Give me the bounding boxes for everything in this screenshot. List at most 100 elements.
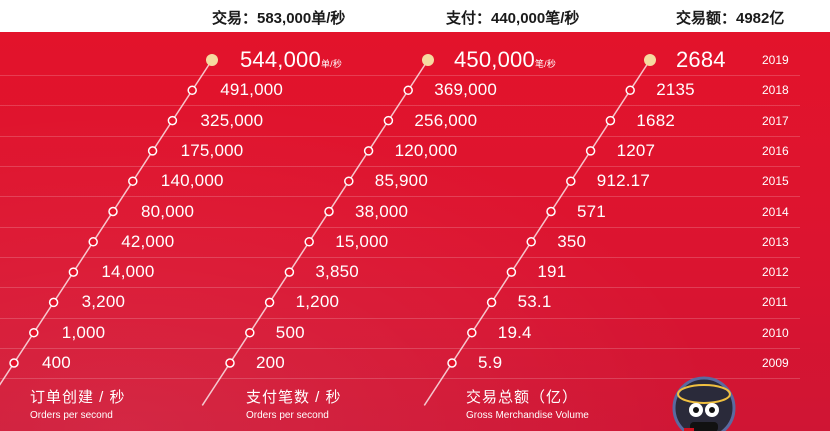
- orders-point: [128, 176, 138, 186]
- gmv-value: 912.17: [597, 171, 650, 191]
- row-divider: [0, 226, 800, 228]
- gmv-value: 2684: [676, 47, 726, 73]
- row-divider: [0, 378, 800, 380]
- payments-value: 256,000: [414, 111, 477, 131]
- payments-value-number: 369,000: [434, 80, 498, 100]
- payments-point: [264, 297, 275, 308]
- orders-value-number: 491,000: [220, 80, 284, 100]
- payments-value-number: 256,000: [414, 110, 478, 130]
- payments-value: 85,900: [375, 171, 428, 191]
- orders-value: 400: [42, 353, 71, 373]
- payments-value-number: 200: [256, 353, 285, 372]
- header-bar: 交易：583,000单/秒 支付：440,000笔/秒 交易额：4982亿: [0, 0, 830, 32]
- payments-value: 200: [256, 353, 285, 373]
- payments-point: [324, 206, 334, 217]
- gmv-value-number: 19.4: [497, 322, 532, 342]
- gmv-value-number: 1207: [616, 140, 656, 160]
- gmv-point: [486, 297, 497, 308]
- gmv-point: [546, 206, 556, 217]
- payments-value: 450,000笔/秒: [454, 47, 556, 73]
- orders-footer-subtitle: Orders per second: [30, 410, 113, 421]
- growth-tracks: [0, 54, 656, 406]
- row-divider: [0, 196, 800, 198]
- gmv-point: [605, 115, 616, 126]
- row-divider: [0, 347, 800, 349]
- orders-value: 140,000: [161, 171, 224, 191]
- orders-value-number: 3,200: [81, 292, 126, 312]
- orders-unit: 单/秒: [320, 59, 343, 69]
- year-label: 2010: [762, 325, 789, 340]
- panel-glow: [0, 32, 830, 431]
- gmv-value-number: 5.9: [478, 353, 503, 372]
- payments-value: 1,200: [296, 292, 340, 312]
- orders-footer-title: 订单创建 / 秒: [30, 389, 126, 406]
- stats-panel: 544,000单/秒 491,000 325,000 175,000 140,000 80…: [0, 32, 830, 431]
- payments-point: [225, 358, 235, 368]
- gmv-point: [644, 54, 656, 66]
- payments-unit: 笔/秒: [534, 59, 557, 69]
- orders-value: 325,000: [200, 111, 263, 131]
- year-label: 2012: [762, 265, 789, 280]
- orders-value-number: 1,000: [61, 322, 106, 342]
- orders-point: [187, 85, 197, 96]
- payments-point: [245, 327, 255, 338]
- year-label: 2014: [762, 204, 789, 219]
- gmv-value: 191: [537, 262, 566, 282]
- gmv-value-number: 571: [577, 201, 606, 221]
- payments-value: 3,850: [315, 262, 359, 282]
- payments-value: 369,000: [434, 80, 497, 100]
- gmv-value: 2135: [656, 80, 695, 100]
- payments-value-number: 15,000: [335, 231, 389, 251]
- payments-point: [403, 85, 413, 96]
- year-label: 2011: [762, 295, 788, 310]
- gmv-value-number: 2135: [656, 80, 695, 100]
- orders-point: [48, 297, 59, 308]
- transactions-stat: 交易：583,000单/秒: [212, 10, 346, 27]
- orders-value: 491,000: [220, 80, 283, 100]
- year-label: 2009: [762, 356, 789, 370]
- payments-point: [344, 176, 354, 186]
- orders-point: [108, 206, 118, 217]
- orders-value-number: 80,000: [141, 201, 195, 221]
- orders-value-number: 42,000: [121, 231, 175, 251]
- row-divider: [0, 75, 800, 77]
- payments-value-number: 500: [275, 322, 305, 342]
- payments-point: [422, 54, 434, 66]
- payments-value: 15,000: [335, 232, 388, 252]
- orders-value: 3,200: [82, 292, 126, 312]
- gmv-point: [625, 85, 635, 96]
- orders-point: [88, 237, 98, 247]
- gmv-point: [526, 237, 536, 247]
- payments-point: [284, 267, 295, 277]
- year-label: 2013: [762, 234, 789, 249]
- gmv-stat: 交易额：4982亿: [676, 10, 785, 27]
- tmall-mascot-icon: [668, 372, 740, 431]
- gmv-footer-subtitle: Gross Merchandise Volume: [466, 410, 589, 421]
- orders-track-line: [0, 59, 213, 386]
- orders-value: 80,000: [141, 202, 194, 222]
- row-divider: [0, 166, 800, 168]
- orders-value: 1,000: [62, 323, 106, 343]
- gmv-value-number: 53.1: [517, 292, 552, 312]
- row-divider: [0, 256, 800, 258]
- orders-value-number: 140,000: [160, 171, 224, 191]
- payments-value-number: 38,000: [355, 201, 409, 221]
- orders-point: [206, 54, 218, 66]
- orders-value-number: 175,000: [180, 140, 244, 160]
- payments-value-number: 1,200: [295, 292, 340, 312]
- year-label: 2017: [762, 113, 789, 128]
- orders-value: 175,000: [181, 141, 244, 161]
- orders-value: 544,000单/秒: [240, 47, 342, 73]
- payments-value-number: 3,850: [315, 262, 359, 282]
- year-label: 2019: [762, 53, 789, 67]
- year-label: 2015: [762, 174, 789, 189]
- gmv-point: [585, 146, 596, 156]
- gmv-point: [447, 358, 457, 368]
- orders-point: [9, 358, 19, 368]
- row-divider: [0, 287, 800, 289]
- gmv-value-number: 350: [557, 231, 587, 251]
- payments-value-number: 85,900: [374, 171, 428, 191]
- gmv-value-number: 912.17: [596, 171, 650, 191]
- payments-value: 500: [276, 323, 305, 343]
- gmv-value-number: 2684: [676, 47, 726, 72]
